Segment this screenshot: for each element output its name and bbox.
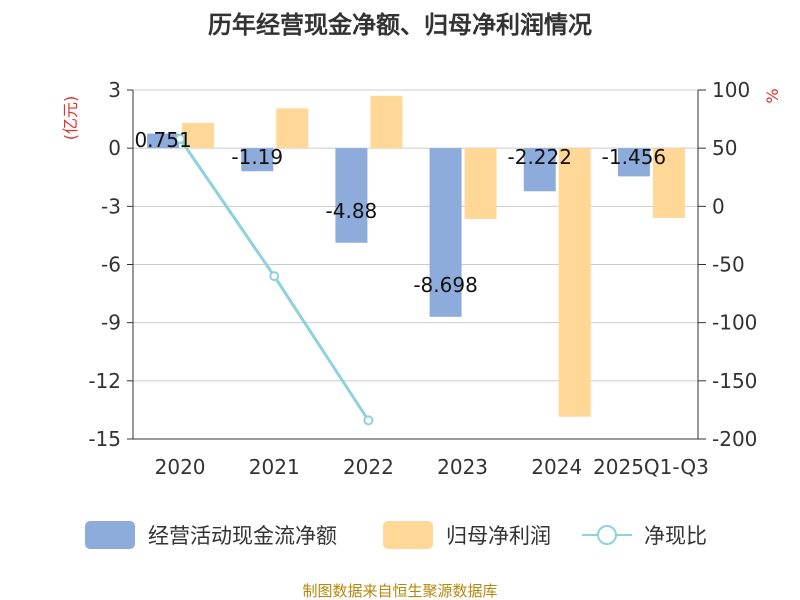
left-tick-label: -12 — [88, 369, 121, 393]
profit-bar — [370, 95, 403, 149]
profit-bar — [652, 148, 685, 218]
ratio-point — [175, 133, 186, 144]
ratio-line — [175, 133, 374, 426]
left-tick-label: -6 — [101, 253, 121, 277]
profit-bar — [276, 108, 309, 149]
cashflow-value-label: 0.751 — [134, 128, 191, 152]
legend-profit[interactable]: 归母净利润 — [383, 521, 551, 549]
cashflow-value-label: -8.698 — [413, 273, 477, 297]
cashflow-value-label: -1.19 — [231, 145, 283, 169]
axes: 3 0 -3 -6 -9 -12 -15 100 50 0 -50 -100 -150 -200 (亿元)%… — [61, 78, 782, 479]
x-tick-label: 2022 — [343, 455, 394, 479]
legend[interactable]: 经营活动现金流净额 归母净利润 净现比 — [85, 521, 707, 549]
x-tick-label: 2025Q1-Q3 — [593, 455, 709, 479]
legend-swatch — [383, 521, 433, 549]
ratio-point — [363, 415, 374, 426]
legend-cashflow[interactable]: 经营活动现金流净额 — [85, 521, 337, 549]
x-tick-label: 2023 — [437, 455, 488, 479]
profit-bar — [464, 148, 497, 219]
right-tick-label: 0 — [712, 194, 725, 218]
profit-bar — [558, 148, 591, 417]
left-tick-label: 0 — [108, 136, 121, 160]
cashflow-bar — [617, 148, 650, 177]
x-tick-label: 2020 — [155, 455, 206, 479]
right-axis-unit: % — [763, 88, 782, 103]
left-tick-label: 3 — [108, 78, 121, 102]
x-tick-label: 2021 — [249, 455, 300, 479]
legend-swatch — [85, 521, 135, 549]
cashflow-value-label: -2.222 — [508, 145, 572, 169]
profit-bar — [182, 122, 215, 149]
x-tick-label: 2024 — [531, 455, 582, 479]
legend-swatch-dot — [597, 525, 617, 545]
right-tick-label: -200 — [712, 427, 757, 451]
cashflow-value-label: -4.88 — [326, 199, 378, 223]
cashflow-bar — [335, 148, 368, 243]
right-tick-label: -150 — [712, 369, 757, 393]
legend-label: 净现比 — [644, 524, 707, 548]
right-tick-label: -100 — [712, 311, 757, 335]
left-tick-label: -3 — [101, 194, 121, 218]
cashflow-bar — [523, 148, 556, 192]
ratio-point — [269, 271, 280, 282]
right-tick-label: 50 — [712, 136, 737, 160]
bars — [147, 95, 685, 417]
grid — [133, 89, 698, 440]
legend-ratio[interactable]: 净现比 — [582, 524, 707, 548]
left-axis-unit: (亿元) — [61, 96, 80, 141]
cashflow-bar — [147, 133, 180, 149]
legend-label: 归母净利润 — [446, 524, 551, 548]
data-labels: 0.751 -1.19 -4.88 -8.698 -2.222 -1.456 — [134, 128, 666, 297]
cashflow-bar — [429, 148, 462, 317]
cashflow-value-label: -1.456 — [602, 145, 666, 169]
right-tick-label: -50 — [712, 253, 745, 277]
right-tick-label: 100 — [712, 78, 750, 102]
left-tick-label: -9 — [101, 311, 121, 335]
left-tick-label: -15 — [88, 427, 121, 451]
cashflow-bar — [241, 148, 274, 172]
legend-label: 经营活动现金流净额 — [148, 524, 337, 548]
source-note: 制图数据来自恒生聚源数据库 — [302, 582, 497, 600]
chart-title: 历年经营现金净额、归母净利润情况 — [208, 11, 592, 39]
